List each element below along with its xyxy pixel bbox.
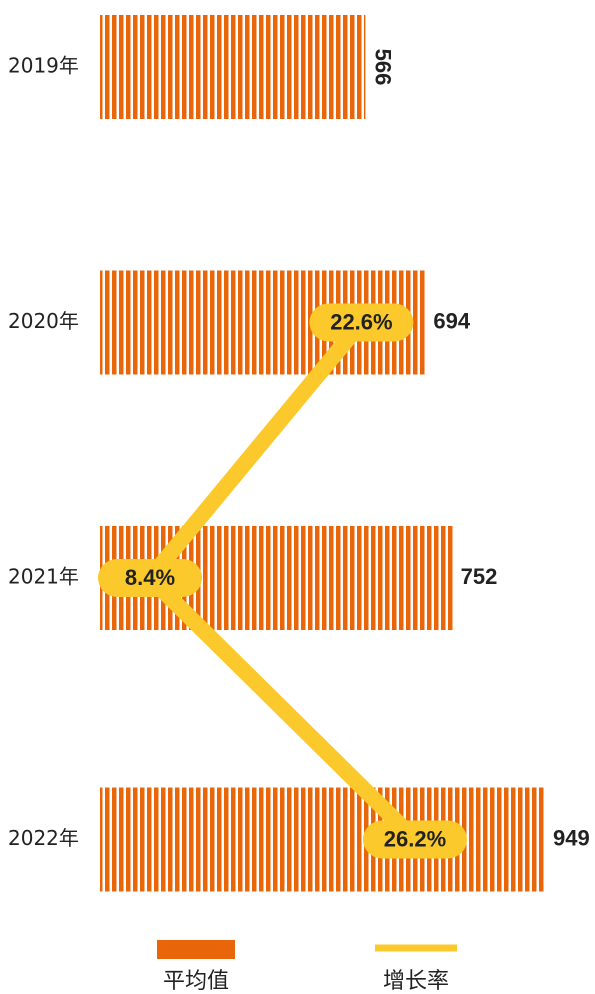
value-label: 752 bbox=[461, 564, 498, 589]
growth-pill bbox=[363, 820, 467, 859]
legend-label: 增长率 bbox=[383, 969, 449, 994]
category-label: 2019年 bbox=[8, 54, 79, 78]
growth-pill bbox=[309, 303, 414, 342]
category-label: 2022年 bbox=[8, 826, 79, 850]
bar bbox=[100, 15, 366, 119]
growth-label: 8.4% bbox=[125, 565, 175, 590]
value-label: 566 bbox=[371, 49, 396, 86]
category-label: 2021年 bbox=[8, 565, 79, 589]
legend-label: 平均值 bbox=[163, 969, 229, 994]
bar bbox=[100, 787, 545, 892]
value-label: 949 bbox=[553, 825, 590, 850]
category-label: 2020年 bbox=[8, 309, 79, 333]
growth-pill bbox=[98, 559, 202, 597]
legend-swatch bbox=[157, 940, 235, 959]
growth-label: 26.2% bbox=[384, 826, 446, 851]
value-label: 694 bbox=[433, 308, 470, 333]
growth-label: 22.6% bbox=[330, 309, 392, 334]
